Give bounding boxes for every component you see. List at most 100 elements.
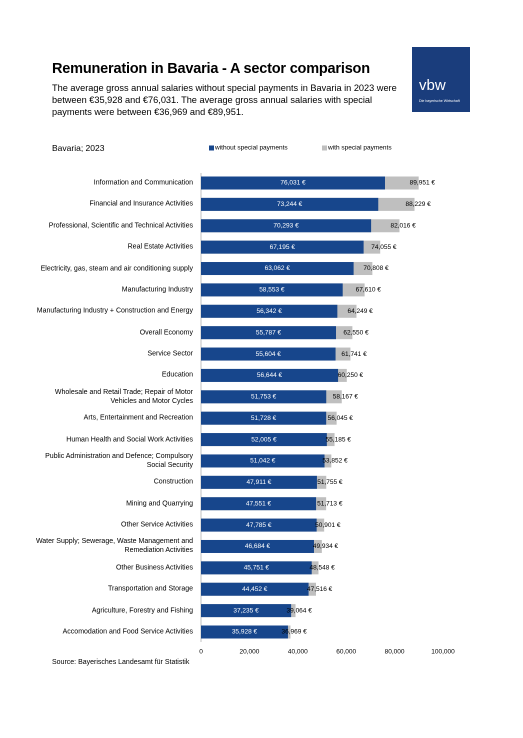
value-label: 49,934 € (313, 543, 339, 550)
value-label: 55,604 € (256, 351, 282, 358)
x-tick-label: 0 (199, 649, 203, 656)
value-label: 56,045 € (328, 415, 354, 422)
value-label: 47,551 € (246, 500, 272, 507)
value-label: 58,553 € (259, 287, 285, 294)
value-label: 70,293 € (273, 222, 299, 229)
value-label: 70,808 € (363, 265, 389, 272)
category-label: Real Estate Activities (127, 243, 193, 251)
value-label: 82,016 € (390, 222, 416, 229)
value-label: 62,550 € (343, 329, 369, 336)
bar (201, 390, 327, 404)
value-label: 89,951 € (410, 180, 436, 187)
bar (201, 219, 372, 233)
value-label: 67,610 € (356, 287, 382, 294)
logo: vbw Die bayerische Wirtschaft (412, 47, 470, 112)
value-label: 44,452 € (242, 586, 268, 593)
value-label: 51,713 € (317, 500, 343, 507)
bar (201, 347, 336, 361)
category-label: Professional, Scientific and Technical A… (48, 222, 193, 230)
category-label: Transportation and Storage (108, 585, 193, 593)
value-label: 53,852 € (322, 458, 348, 465)
bar (201, 625, 288, 639)
legend-label: with special payments (327, 145, 392, 152)
category-label: Manufacturing Industry (121, 286, 193, 294)
category-label: Accomodation and Food Service Activities (62, 628, 193, 636)
bar (201, 497, 317, 511)
bar (201, 518, 317, 532)
category-label: Financial and Insurance Activities (89, 200, 194, 208)
chart-title: Remuneration in Bavaria - A sector compa… (52, 61, 370, 77)
value-label: 35,928 € (232, 629, 258, 636)
bar (201, 368, 339, 382)
category-label: Agriculture, Forestry and Fishing (91, 607, 193, 615)
legend-label: without special payments (214, 145, 288, 152)
value-label: 56,342 € (257, 308, 283, 315)
bar (201, 539, 314, 553)
x-tick-label: 20,000 (239, 649, 259, 656)
value-label: 46,684 € (245, 543, 271, 550)
source: Source: Bayerisches Landesamt für Statis… (52, 659, 190, 666)
value-label: 61,741 € (341, 351, 367, 358)
category-label: Other Service Activities (121, 521, 193, 529)
value-label: 73,244 € (277, 201, 303, 208)
category-label: Arts, Entertainment and Recreation (83, 414, 193, 422)
value-label: 50,901 € (315, 522, 341, 529)
category-label: Wholesale and Retail Trade; Repair of Mo… (54, 388, 193, 405)
logo-tagline: Die bayerische Wirtschaft (419, 99, 460, 103)
value-label: 88,229 € (406, 201, 432, 208)
value-label: 47,516 € (307, 586, 333, 593)
value-label: 51,753 € (251, 394, 277, 401)
category-label: Mining and Quarrying (126, 500, 193, 508)
chart-subtitle: The average gross annual salaries withou… (52, 83, 397, 117)
value-label: 39,064 € (287, 607, 313, 614)
bar (201, 582, 309, 596)
value-label: 47,785 € (246, 522, 272, 529)
value-label: 36,969 € (281, 629, 307, 636)
bar (201, 454, 325, 468)
bar (201, 475, 317, 489)
value-label: 60,250 € (338, 372, 364, 379)
annotation: Bavaria; 2023 (52, 143, 105, 153)
category-label: Service Sector (147, 350, 193, 358)
bar (201, 304, 338, 318)
x-tick-label: 100,000 (431, 649, 455, 656)
bar (201, 240, 364, 254)
category-label: Water Supply; Sewerage, Waste Management… (35, 538, 193, 555)
value-label: 64,249 € (347, 308, 373, 315)
category-label: Manufacturing Industry + Construction an… (36, 307, 193, 315)
x-tick-label: 40,000 (288, 649, 308, 656)
value-label: 45,751 € (244, 565, 270, 572)
value-label: 63,062 € (265, 265, 291, 272)
value-label: 55,787 € (256, 329, 282, 336)
category-label: Human Health and Social Work Activities (66, 436, 193, 444)
category-label: Electricity, gas, steam and air conditio… (40, 265, 193, 273)
value-label: 76,031 € (280, 180, 306, 187)
category-label: Education (161, 371, 193, 379)
category-label: Construction (153, 478, 193, 486)
value-label: 37,235 € (233, 607, 259, 614)
x-tick-label: 60,000 (336, 649, 356, 656)
value-label: 51,755 € (317, 479, 343, 486)
value-label: 74,055 € (371, 244, 397, 251)
value-label: 47,911 € (247, 479, 272, 486)
legend-swatch (322, 145, 327, 151)
value-label: 52,005 € (251, 436, 277, 443)
value-label: 48,548 € (309, 565, 335, 572)
bar (201, 197, 379, 211)
x-tick-label: 80,000 (385, 649, 405, 656)
bar (201, 561, 312, 575)
category-label: Other Business Activities (115, 564, 193, 572)
category-label: Information and Communication (93, 179, 193, 187)
category-label: Public Administration and Defence; Compu… (45, 452, 193, 469)
value-label: 51,728 € (251, 415, 277, 422)
category-label: Overall Economy (139, 329, 193, 337)
bar (201, 262, 354, 276)
value-label: 56,644 € (257, 372, 283, 379)
bar (201, 326, 337, 340)
bar (201, 604, 292, 618)
bar (201, 176, 385, 190)
value-label: 67,195 € (270, 244, 296, 251)
logo-name: vbw (419, 77, 446, 94)
